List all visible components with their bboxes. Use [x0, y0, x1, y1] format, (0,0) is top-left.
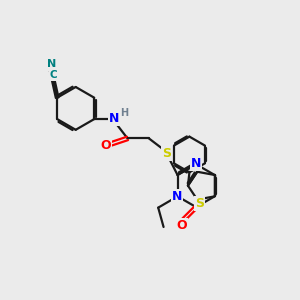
Text: O: O — [100, 139, 110, 152]
Text: N: N — [191, 157, 201, 170]
Text: S: S — [195, 197, 204, 210]
Text: O: O — [176, 219, 187, 232]
Text: N: N — [109, 112, 120, 125]
Text: C: C — [50, 70, 57, 80]
Text: N: N — [172, 190, 182, 203]
Text: S: S — [162, 147, 171, 160]
Text: N: N — [47, 59, 56, 69]
Text: H: H — [120, 108, 128, 118]
